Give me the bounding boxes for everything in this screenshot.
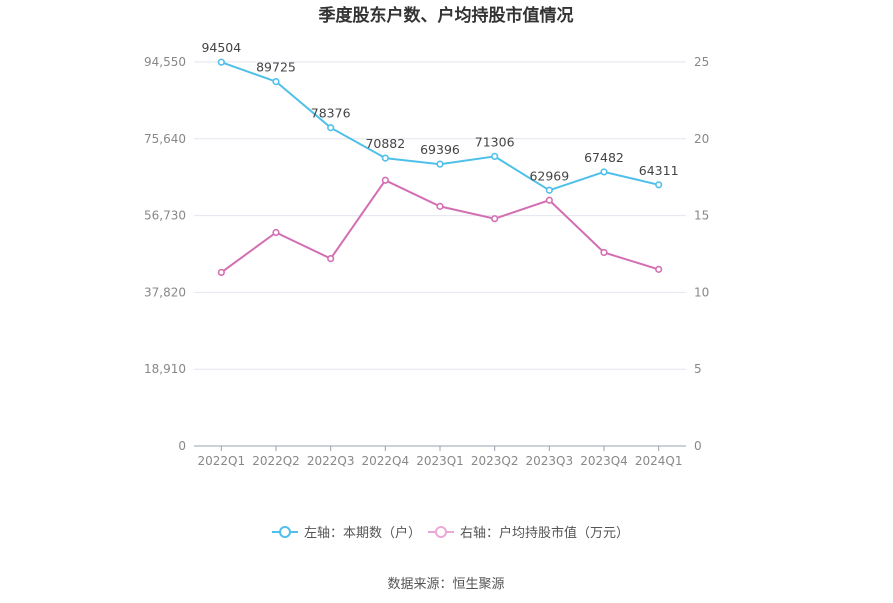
legend-item-avg-holding[interactable]: 右轴：户均持股市值（万元） [428, 525, 629, 541]
x-tick-label: 2022Q2 [252, 454, 300, 468]
data-point[interactable] [545, 196, 553, 204]
chart-title: 季度股东户数、户均持股市值情况 [319, 5, 574, 26]
data-point[interactable] [600, 248, 608, 257]
legend-marker-avg-holding [435, 526, 447, 538]
x-axis-ticks: 2022Q1 2022Q2 2022Q3 2022Q4 2023Q1 2023Q2 2023… [198, 446, 683, 468]
data-label: 67482 [584, 150, 624, 165]
data-point[interactable] [381, 154, 389, 162]
left-tick-label: 56,730 [144, 209, 186, 223]
right-tick-label: 20 [694, 132, 709, 146]
right-tick-label: 5 [694, 362, 702, 376]
left-tick-label: 18,910 [144, 362, 186, 376]
data-label: 69396 [420, 142, 460, 157]
x-tick-label: 2023Q2 [471, 454, 519, 468]
data-source: 数据来源：恒生聚源 [387, 577, 504, 592]
left-tick-label: 75,640 [144, 132, 186, 146]
left-tick-label: 0 [178, 439, 186, 453]
data-point[interactable] [655, 181, 663, 189]
right-axis-ticks: 0 5 10 15 20 25 [694, 55, 709, 453]
x-tick-label: 2023Q4 [580, 454, 628, 468]
left-tick-label: 94,550 [144, 55, 186, 69]
data-point[interactable] [491, 215, 499, 223]
data-point[interactable] [217, 268, 225, 277]
data-label: 89725 [256, 60, 296, 75]
series-0: 94504 89725 78376 70882 69396 71306 62969 67482… [201, 40, 679, 194]
x-tick-label: 2024Q1 [635, 454, 683, 468]
data-point[interactable] [436, 202, 444, 210]
left-axis-ticks: 0 18,910 37,820 56,730 75,640 94,550 [144, 55, 186, 453]
x-tick-label: 2022Q4 [362, 454, 410, 468]
data-point[interactable] [327, 124, 335, 132]
series-line-0 [220, 61, 659, 192]
x-tick-label: 2023Q1 [416, 454, 464, 468]
data-point[interactable] [436, 160, 444, 168]
data-point[interactable] [217, 58, 225, 66]
legend-item-households[interactable]: 左轴：本期数（户） [272, 525, 421, 541]
data-point[interactable] [272, 77, 280, 86]
data-point[interactable] [272, 228, 280, 237]
grid-lines [194, 61, 686, 370]
data-point[interactable] [491, 152, 499, 161]
legend-label-households: 左轴：本期数（户） [304, 525, 421, 541]
right-tick-label: 10 [694, 285, 709, 299]
data-label: 78376 [311, 106, 351, 121]
data-label: 62969 [529, 168, 569, 183]
right-tick-label: 25 [694, 55, 709, 69]
data-label: 70882 [365, 136, 405, 151]
series: 94504 89725 78376 70882 69396 71306 62969 67482… [201, 40, 679, 277]
x-tick-label: 2022Q3 [307, 454, 355, 468]
data-label: 64311 [639, 163, 679, 178]
x-tick-label: 2022Q1 [198, 454, 246, 468]
legend-label-avg-holding: 右轴：户均持股市值（万元） [460, 525, 629, 541]
series-line-1 [220, 179, 659, 274]
legend[interactable]: 左轴：本期数（户） 右轴：户均持股市值（万元） [272, 525, 629, 541]
data-point[interactable] [600, 168, 608, 176]
series-1 [217, 176, 663, 277]
right-tick-label: 0 [694, 439, 702, 453]
right-tick-label: 15 [694, 209, 709, 223]
data-point[interactable] [655, 265, 663, 273]
data-point[interactable] [381, 176, 389, 184]
x-tick-label: 2023Q3 [526, 454, 574, 468]
data-label: 94504 [201, 40, 241, 55]
legend-marker-households [279, 526, 291, 538]
data-label: 71306 [475, 134, 515, 149]
data-point[interactable] [545, 186, 553, 194]
left-tick-label: 37,820 [144, 285, 186, 299]
data-point[interactable] [327, 255, 335, 263]
